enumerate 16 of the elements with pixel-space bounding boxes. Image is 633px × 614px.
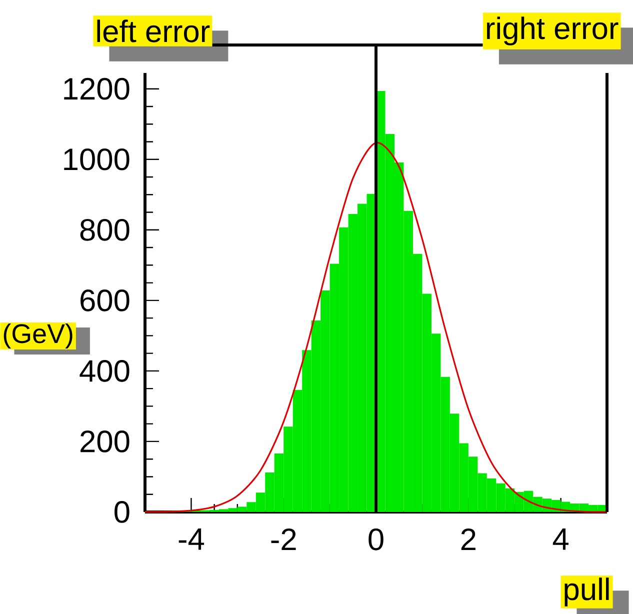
y-tick-label: 1200: [64, 78, 130, 100]
x-tick-label: 0: [368, 528, 384, 550]
y-tick-label: 200: [80, 430, 130, 452]
x-tick-label: 4: [552, 528, 568, 550]
y-tick-label: 0: [114, 501, 130, 523]
text: right error: [486, 16, 618, 46]
text: left error: [97, 20, 210, 42]
x-tick-label: 2: [461, 528, 476, 550]
y-tick-label: 800: [80, 218, 130, 241]
y-axis-title: (GeV): [4, 323, 72, 349]
x-tick-label: -4: [178, 528, 204, 550]
y-tick-label: 600: [80, 289, 130, 312]
y-tick-label: 400: [80, 360, 130, 382]
x-tick-label: -2: [271, 528, 296, 550]
x-axis-title: pull: [564, 578, 609, 606]
y-tick-label: 1000: [64, 148, 130, 170]
